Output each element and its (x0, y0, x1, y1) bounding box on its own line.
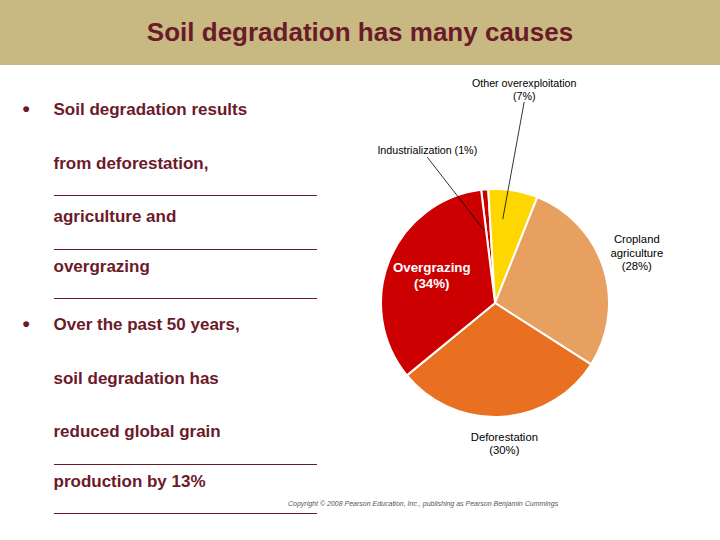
svg-text:Overgrazing(34%): Overgrazing(34%) (393, 259, 471, 290)
svg-text:Industrialization (1%): Industrialization (1%) (377, 144, 477, 156)
html-text:Copyright © 2008 Pearson Educa: Copyright © 2008 Pearson Education, Inc.… (288, 500, 559, 507)
html-text:reduced global grain: reduced global grain (53, 422, 221, 442)
html-text:Soil degradation has many caus: Soil degradation has many causes (146, 17, 574, 47)
svg-text:Deforestation(30%): Deforestation(30%) (471, 431, 538, 457)
html-text:agriculture and: agriculture and (53, 207, 177, 227)
html-text:overgrazing: overgrazing (53, 256, 150, 276)
svg-text:Other overexploitation(7%): Other overexploitation(7%) (472, 77, 577, 102)
html-text:from deforestation,: from deforestation, (53, 153, 209, 173)
html-text:Over the past 50 years,: Over the past 50 years, (53, 314, 240, 334)
html-text:soil degradation has: soil degradation has (53, 368, 219, 388)
svg-text:Croplandagriculture(28%): Croplandagriculture(28%) (610, 233, 663, 272)
html-text:Soil degradation results: Soil degradation results (53, 99, 248, 119)
html-text:production by 13%: production by 13% (53, 471, 206, 491)
